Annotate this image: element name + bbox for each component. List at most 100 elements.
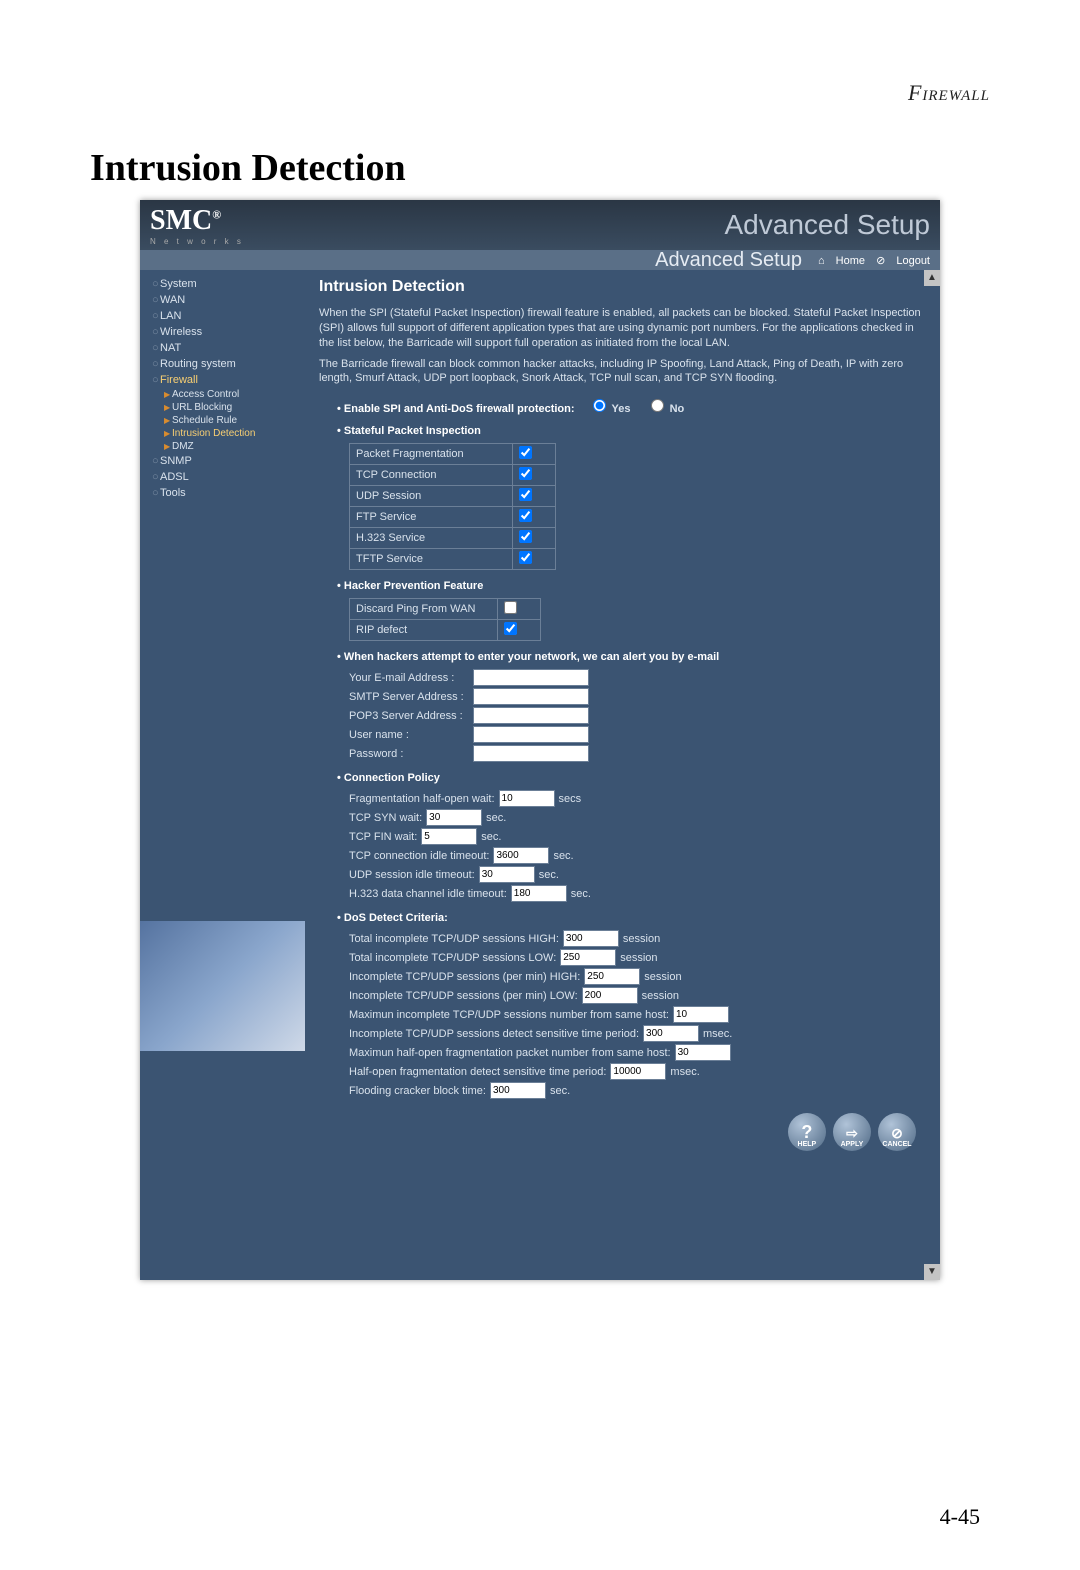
scroll-down-arrow[interactable]: ▼ [924, 1264, 940, 1280]
dos-row-label: Incomplete TCP/UDP sessions detect sensi… [349, 1028, 639, 1040]
spi-row-label: TFTP Service [350, 549, 513, 570]
sidebar-item-nat[interactable]: ○NAT [140, 340, 305, 356]
logo-tagline: N e t w o r k s [150, 237, 244, 246]
banner-title-bg: Advanced Setup [725, 209, 931, 241]
conn-row-input[interactable] [493, 847, 549, 864]
dos-row: Incomplete TCP/UDP sessions detect sensi… [349, 1025, 926, 1042]
cancel-button[interactable]: ⊘CANCEL [878, 1113, 916, 1151]
dos-row-unit: msec. [703, 1028, 732, 1040]
sidebar-item-wan[interactable]: ○WAN [140, 292, 305, 308]
spi-row-chk-cell [513, 549, 556, 570]
dos-row-unit: msec. [670, 1066, 699, 1078]
sidebar-item-tools[interactable]: ○Tools [140, 485, 305, 501]
apply-button[interactable]: ⇨APPLY [833, 1113, 871, 1151]
spi-row-chk-cell [513, 486, 556, 507]
email-field-label: SMTP Server Address : [349, 691, 469, 703]
email-field-row: SMTP Server Address : [349, 688, 926, 705]
sidebar-subitem-schedule-rule[interactable]: ▶Schedule Rule [140, 414, 305, 427]
dos-row-input[interactable] [584, 968, 640, 985]
dos-row-input[interactable] [610, 1063, 666, 1080]
dos-row-input[interactable] [582, 987, 638, 1004]
spi-checkbox[interactable] [519, 446, 532, 459]
top-banner: SMC® N e t w o r k s Advanced Setup [140, 200, 940, 250]
logout-link[interactable]: ⊘ Logout [876, 255, 930, 267]
sidebar-item-routing-system[interactable]: ○Routing system [140, 356, 305, 372]
dos-row-label: Total incomplete TCP/UDP sessions HIGH: [349, 933, 559, 945]
home-link[interactable]: ⌂ Home [818, 255, 865, 267]
email-field-input[interactable] [473, 669, 589, 686]
spi-checkbox[interactable] [519, 551, 532, 564]
hacker-row: Discard Ping From WAN [350, 599, 541, 620]
dos-row-label: Half-open fragmentation detect sensitive… [349, 1066, 606, 1078]
spi-row: H.323 Service [350, 528, 556, 549]
dos-row-label: Total incomplete TCP/UDP sessions LOW: [349, 952, 556, 964]
conn-row: TCP SYN wait: sec. [349, 809, 926, 826]
dos-row-input[interactable] [673, 1006, 729, 1023]
conn-row-label: TCP FIN wait: [349, 831, 417, 843]
dos-row-input[interactable] [675, 1044, 731, 1061]
conn-row-input[interactable] [426, 809, 482, 826]
spi-row-label: FTP Service [350, 507, 513, 528]
conn-row-input[interactable] [479, 866, 535, 883]
dos-row-input[interactable] [563, 930, 619, 947]
spi-no-radio[interactable] [651, 399, 664, 412]
spi-checkbox[interactable] [519, 509, 532, 522]
email-field-row: Your E-mail Address : [349, 669, 926, 686]
hacker-checkbox[interactable] [504, 622, 517, 635]
sidebar-item-lan[interactable]: ○LAN [140, 308, 305, 324]
logo-text: SMC® [150, 205, 244, 237]
sidebar: ○System○WAN○LAN○Wireless○NAT○Routing sys… [140, 270, 305, 1280]
hacker-checkbox[interactable] [504, 601, 517, 614]
conn-row-input[interactable] [511, 885, 567, 902]
email-field-input[interactable] [473, 688, 589, 705]
dos-row: Maximun half-open fragmentation packet n… [349, 1044, 926, 1061]
spi-yes-radio[interactable] [593, 399, 606, 412]
sidebar-subitem-access-control[interactable]: ▶Access Control [140, 388, 305, 401]
email-field-input[interactable] [473, 745, 589, 762]
sidebar-item-snmp[interactable]: ○SNMP [140, 453, 305, 469]
dos-row: Maximun incomplete TCP/UDP sessions numb… [349, 1006, 926, 1023]
email-field-label: Password : [349, 748, 469, 760]
spi-checkbox[interactable] [519, 488, 532, 501]
email-field-input[interactable] [473, 726, 589, 743]
conn-row-unit: sec. [486, 812, 506, 824]
conn-row-input[interactable] [421, 828, 477, 845]
sidebar-subitem-intrusion-detection[interactable]: ▶Intrusion Detection [140, 427, 305, 440]
dos-row-input[interactable] [490, 1082, 546, 1099]
content-title: Intrusion Detection [319, 278, 926, 296]
sidebar-item-adsl[interactable]: ○ADSL [140, 469, 305, 485]
dos-row: Total incomplete TCP/UDP sessions HIGH:s… [349, 930, 926, 947]
dos-row-label: Incomplete TCP/UDP sessions (per min) HI… [349, 971, 580, 983]
conn-row-unit: sec. [571, 888, 591, 900]
sidebar-item-wireless[interactable]: ○Wireless [140, 324, 305, 340]
conn-row-input[interactable] [499, 790, 555, 807]
dos-block: Total incomplete TCP/UDP sessions HIGH: s… [349, 930, 926, 1099]
conn-row-label: H.323 data channel idle timeout: [349, 888, 507, 900]
sidebar-subitem-url-blocking[interactable]: ▶URL Blocking [140, 401, 305, 414]
dos-row: Flooding cracker block time:sec. [349, 1082, 926, 1099]
hacker-header: Hacker Prevention Feature [337, 580, 926, 592]
scroll-up-arrow[interactable]: ▲ [924, 270, 940, 286]
section-title: Intrusion Detection [90, 146, 990, 190]
conn-row: TCP connection idle timeout:sec. [349, 847, 926, 864]
sidebar-item-system[interactable]: ○System [140, 276, 305, 292]
help-button[interactable]: ?HELP [788, 1113, 826, 1151]
conn-row: UDP session idle timeout:sec. [349, 866, 926, 883]
dos-row-input[interactable] [560, 949, 616, 966]
spi-checkbox[interactable] [519, 530, 532, 543]
conn-row-label: UDP session idle timeout: [349, 869, 475, 881]
logo-area: SMC® N e t w o r k s [150, 205, 244, 246]
email-field-input[interactable] [473, 707, 589, 724]
spi-row: TCP Connection [350, 465, 556, 486]
spi-checkbox[interactable] [519, 467, 532, 480]
conn-block: Fragmentation half-open wait:secsTCP SYN… [349, 790, 926, 902]
conn-row-label: TCP SYN wait: [349, 812, 422, 824]
dos-row-label: Incomplete TCP/UDP sessions (per min) LO… [349, 990, 578, 1002]
conn-row-unit: sec. [553, 850, 573, 862]
hacker-row-label: RIP defect [350, 620, 498, 641]
dos-row-input[interactable] [643, 1025, 699, 1042]
dos-row-unit: session [644, 971, 681, 983]
sidebar-item-firewall[interactable]: ○Firewall [140, 372, 305, 388]
sidebar-subitem-dmz[interactable]: ▶DMZ [140, 440, 305, 453]
spi-row: FTP Service [350, 507, 556, 528]
